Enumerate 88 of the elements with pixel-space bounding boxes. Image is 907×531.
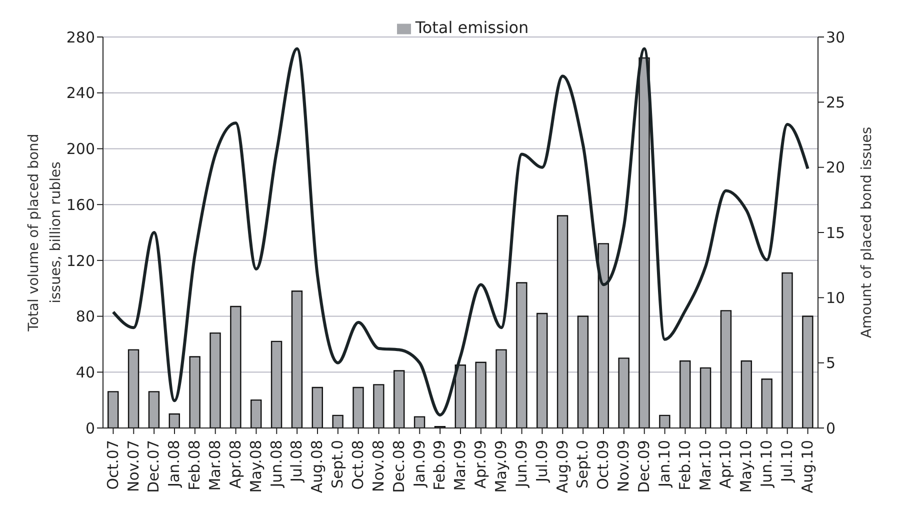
- x-tick-label: Oct.09: [594, 440, 612, 490]
- y-tick-label: 160: [66, 196, 95, 214]
- x-tick-label: Feb.09: [430, 440, 449, 490]
- bar: [108, 391, 119, 428]
- x-tick-label: Feb.10: [676, 440, 694, 490]
- y2-tick-label: 30: [826, 28, 846, 46]
- bar: [761, 378, 772, 428]
- bar: [168, 413, 180, 428]
- x-tick-label: Nov.07: [124, 440, 142, 492]
- x-tick-label: Sept.0: [328, 440, 347, 488]
- x-tick-label: Sept.0: [574, 440, 592, 488]
- bar: [454, 364, 466, 428]
- bar: [230, 306, 242, 428]
- bar: [700, 367, 712, 428]
- x-tick-label: Feb.08: [186, 440, 204, 490]
- x-tick-label: Dec.09: [635, 440, 654, 493]
- bar: [577, 316, 589, 428]
- bar: [414, 416, 426, 428]
- y-tick-label: 40: [76, 363, 95, 382]
- x-tick-label: May.10: [737, 440, 756, 493]
- y-axis-title: Total volume of placed bond issues, billion rubles: [26, 134, 64, 332]
- y2-axis-title: Amount of placed bond issues: [858, 126, 875, 338]
- y2-tick-label: 10: [826, 288, 846, 307]
- bar: [189, 356, 200, 428]
- x-tick-label: Jul.10: [778, 440, 796, 483]
- x-tick-label: Oct.08: [349, 440, 368, 490]
- bar: [352, 386, 364, 428]
- x-tick-label: Aug.09: [553, 440, 572, 494]
- bar: [373, 384, 384, 428]
- x-tick-label: Nov.08: [369, 440, 388, 492]
- bar: [720, 310, 732, 428]
- bar: [740, 360, 752, 428]
- x-tick-label: Apr.08: [226, 440, 244, 488]
- x-tick-label: Dec.08: [390, 440, 408, 493]
- x-tick-label: Mar.10: [696, 440, 714, 491]
- bar: [210, 332, 221, 428]
- x-tick-label: Dec.07: [144, 440, 163, 493]
- x-tick-label: Jun.08: [267, 440, 286, 488]
- x-tick-label: Apr.09: [472, 440, 490, 488]
- x-tick-label: Apr.10: [716, 440, 735, 488]
- x-tick-label: Jan.10: [655, 440, 674, 488]
- y2-tick-label: 20: [826, 158, 846, 177]
- bar: [270, 340, 282, 428]
- bar: [291, 290, 303, 428]
- y-tick-label: 120: [66, 252, 95, 270]
- bar: [128, 349, 140, 428]
- bar: [312, 386, 323, 428]
- bar: [618, 358, 630, 428]
- bar: [680, 360, 691, 428]
- x-tick-label: Jun.09: [512, 440, 530, 488]
- bar: [516, 282, 528, 428]
- x-tick-label: Aug.08: [308, 440, 326, 494]
- y-tick-label: 0: [85, 419, 95, 438]
- bar: [332, 414, 344, 428]
- y-tick-label: 200: [66, 140, 95, 158]
- x-tick-label: Jun.10: [758, 440, 776, 488]
- x-tick-label: Jan.08: [165, 440, 184, 488]
- legend-label: Total emission: [415, 18, 529, 37]
- x-tick-label: Nov.09: [614, 440, 633, 492]
- x-tick-label: Jan.09: [410, 440, 428, 488]
- bar: [659, 414, 670, 428]
- y-tick-label: 280: [66, 28, 95, 46]
- bar: [638, 57, 650, 428]
- y2-tick-label: 5: [826, 354, 836, 372]
- x-tick-label: May.08: [246, 440, 265, 493]
- bar: [496, 349, 507, 428]
- y2-tick-label: 0: [826, 419, 836, 438]
- x-tick-label: Mar.09: [451, 440, 470, 491]
- x-tick-label: Jul.09: [532, 440, 551, 483]
- x-tick-label: Oct.07: [104, 440, 122, 490]
- x-tick-label: May.09: [492, 440, 510, 493]
- x-tick-label: Jul.08: [288, 440, 306, 483]
- bar: [475, 362, 486, 428]
- y-tick-label: 80: [76, 308, 95, 326]
- bar: [394, 370, 405, 428]
- bar: [802, 316, 814, 428]
- x-tick-label: Mar.08: [206, 440, 224, 491]
- x-tick-label: Aug.10: [798, 440, 816, 494]
- bar: [250, 399, 262, 428]
- y2-tick-label: 15: [826, 224, 846, 242]
- y-tick-label: 240: [66, 84, 95, 102]
- bar: [556, 215, 568, 428]
- y2-tick-label: 25: [826, 93, 846, 112]
- bar: [536, 312, 548, 428]
- line-series: [112, 47, 810, 416]
- bar: [598, 243, 609, 428]
- bar: [148, 391, 160, 428]
- bar: [782, 272, 793, 428]
